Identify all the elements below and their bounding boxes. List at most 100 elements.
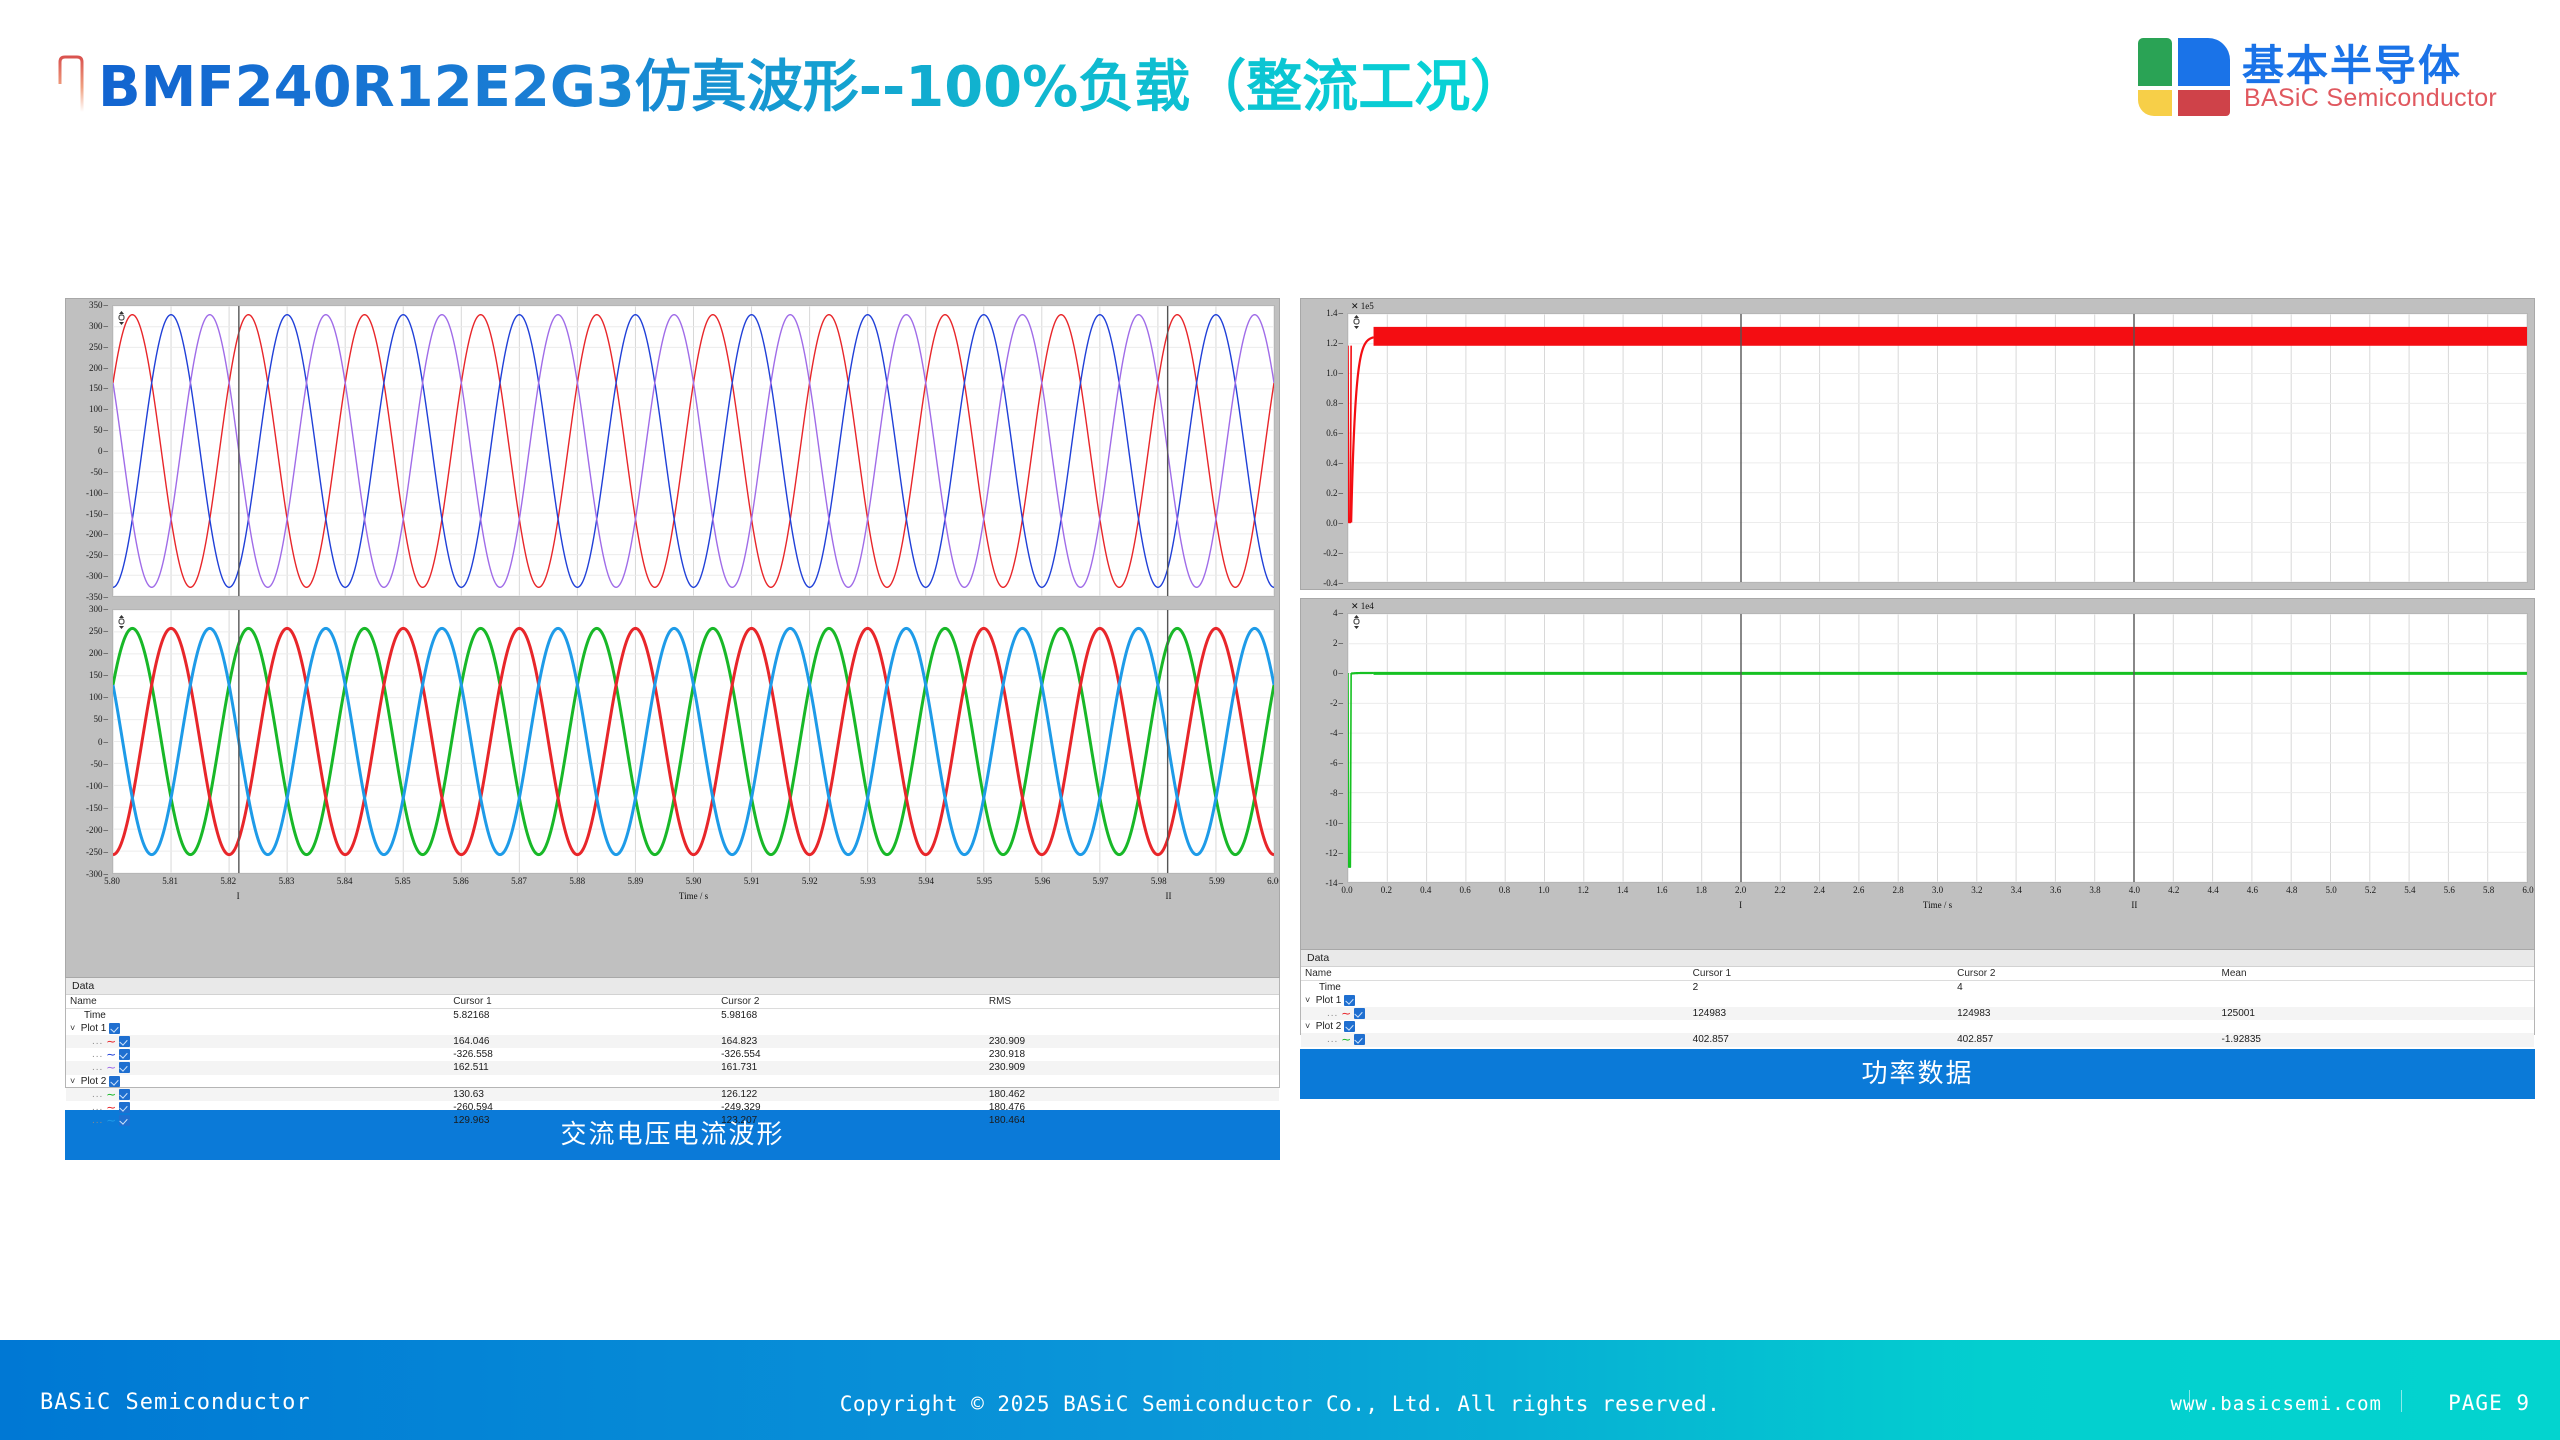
time-cursor2: 4 [1957, 982, 1963, 993]
chevron-down-icon[interactable]: ˅ [1305, 1021, 1311, 1032]
series-label[interactable]: ... ∼ [66, 1088, 449, 1101]
y-tick-label: -12 [1326, 848, 1344, 858]
column-header[interactable]: Cursor 2 [717, 995, 985, 1009]
left-data-table[interactable]: Name Cursor 1 Cursor 2 RMS Time 5.82168 5.9816… [66, 995, 1279, 1128]
chevron-down-icon[interactable]: ˅ [1305, 995, 1311, 1006]
x-tick-label: 1.2 [1577, 885, 1589, 895]
x-tick-label: 5.85 [394, 876, 411, 886]
right-data-pane[interactable]: Data Name Cursor 1 Cursor 2 Mean Time 2 4 ˅ Plo… [1300, 950, 2535, 1047]
group-checkbox[interactable] [1344, 995, 1356, 1006]
ac-current-cursor-handle-icon[interactable] [116, 615, 127, 629]
column-header[interactable]: RMS [984, 995, 1234, 1009]
table-row[interactable]: ... ∼ 162.511 161.731 230.909 [66, 1061, 1279, 1075]
y-tick-label: -300 [86, 571, 108, 581]
x-tick-label: 4.0 [2128, 885, 2140, 895]
reactive-power-scope-window[interactable]: ✕ 1e4 420-2-4-6-8-10-12-14 0.00.20.40.60… [1300, 598, 2535, 950]
y-tick-label: -14 [1326, 878, 1344, 888]
series-checkbox[interactable] [118, 1036, 130, 1048]
y-tick-label: 0.4 [1326, 458, 1343, 468]
series-checkbox[interactable] [1353, 1008, 1365, 1020]
chevron-down-icon[interactable]: ˅ [70, 1075, 76, 1086]
ac-voltage-cursor-handle-icon[interactable] [116, 311, 127, 325]
series-checkbox[interactable] [118, 1101, 130, 1113]
group-checkbox[interactable] [109, 1023, 121, 1034]
active-power-scale-label: ✕ 1e5 [1351, 301, 1374, 311]
company-logo: 基本半导体 BASiC Semiconductor [2138, 30, 2538, 122]
table-row[interactable]: ... ∼ 124983 124983 125001 [1301, 1007, 2534, 1021]
table-row[interactable]: ... ∼ 130.63 126.122 180.462 [66, 1087, 1279, 1101]
x-tick-label: 5.96 [1034, 876, 1051, 886]
table-row[interactable]: Time 5.82168 5.98168 [66, 1009, 1279, 1023]
x-tick-label: 1.4 [1616, 885, 1629, 895]
series-name-ellipsis: ... [1327, 1034, 1339, 1046]
table-row[interactable]: Time 2 4 [1301, 981, 2534, 995]
active-power-canvas[interactable] [1347, 313, 2528, 583]
series-label[interactable]: ... ∼ [66, 1048, 449, 1061]
series-label[interactable]: ... ∼ [66, 1101, 449, 1114]
series-label[interactable]: ... ∼ [1301, 1007, 1689, 1020]
x-tick-label: 4.6 [2246, 885, 2259, 895]
x-tick-label: 1.8 [1695, 885, 1707, 895]
group-label[interactable]: ˅ Plot 2 [66, 1075, 449, 1088]
x-axis-title: Time / s [678, 891, 709, 901]
series-label[interactable]: ... ∼ [66, 1061, 449, 1074]
column-header[interactable]: Cursor 1 [1688, 967, 1954, 981]
table-row[interactable]: ... ∼ 402.857 402.857 -1.92835 [1301, 1033, 2534, 1047]
table-group-row[interactable]: ˅ Plot 1 [66, 1022, 1279, 1035]
time-cursor1: 5.82168 [453, 1010, 490, 1021]
column-header[interactable]: Mean [2217, 967, 2489, 981]
series-checkbox[interactable] [118, 1114, 130, 1126]
series-waveform-icon: ∼ [106, 1047, 117, 1062]
ac-voltage-canvas[interactable] [112, 305, 1275, 597]
chevron-down-icon[interactable]: ˅ [70, 1023, 76, 1034]
group-checkbox[interactable] [109, 1075, 121, 1087]
left-data-pane[interactable]: Data Name Cursor 1 Cursor 2 RMS Time 5.82168 5… [65, 978, 1280, 1128]
series-value: 180.464 [988, 1115, 1026, 1127]
series-name-ellipsis: ... [92, 1101, 104, 1113]
series-label[interactable]: ... ∼ [66, 1035, 449, 1048]
x-tick-label: 5.83 [278, 876, 295, 886]
left-scope-window[interactable]: 350 300 250 200 150 100 50 0 -50 -100 -150 -200 -250… [65, 298, 1280, 978]
series-checkbox[interactable] [118, 1062, 130, 1074]
x-tick-label: 1.0 [1538, 885, 1550, 895]
logo-mark-icon [2138, 38, 2230, 116]
y-tick-label: 0 [98, 737, 108, 747]
y-tick-label: -300 [86, 869, 108, 879]
series-value: 230.909 [988, 1062, 1026, 1074]
table-row[interactable]: ... ∼ 164.046 164.823 230.909 [66, 1035, 1279, 1049]
group-checkbox[interactable] [1344, 1021, 1356, 1033]
y-tick-label: 200 [89, 648, 108, 658]
left-panel: 350 300 250 200 150 100 50 0 -50 -100 -150 -200 -250… [65, 298, 1280, 1160]
logo-english-name: BASiC Semiconductor [2244, 84, 2498, 112]
group-label[interactable]: ˅ Plot 1 [1301, 994, 1689, 1007]
reactive-power-cursor-handle-icon[interactable] [1351, 615, 1362, 629]
ac-current-plot[interactable]: 300 250 200 150 100 50 0 -50 -100 -150 -200 -250 -30… [66, 603, 1279, 941]
ac-current-canvas[interactable] [112, 609, 1275, 874]
series-name-ellipsis: ... [92, 1049, 104, 1061]
active-power-cursor-handle-icon[interactable] [1351, 315, 1362, 329]
series-label[interactable]: ... ∼ [66, 1114, 449, 1127]
group-label[interactable]: ˅ Plot 1 [66, 1022, 449, 1035]
table-group-row[interactable]: ˅ Plot 1 [1301, 994, 2534, 1007]
reactive-power-canvas[interactable] [1347, 613, 2528, 883]
group-label[interactable]: ˅ Plot 2 [1301, 1020, 1689, 1033]
column-header[interactable]: Cursor 1 [449, 995, 718, 1009]
table-group-row[interactable]: ˅ Plot 2 [66, 1075, 1279, 1088]
series-label[interactable]: ... ∼ [1301, 1033, 1689, 1046]
ac-voltage-plot[interactable]: 350 300 250 200 150 100 50 0 -50 -100 -150 -200 -250… [66, 299, 1279, 603]
column-header[interactable]: Name [66, 995, 450, 1009]
series-checkbox[interactable] [1353, 1034, 1365, 1046]
table-group-row[interactable]: ˅ Plot 2 [1301, 1020, 2534, 1033]
table-row[interactable]: ... ∼ -326.558 -326.554 230.918 [66, 1048, 1279, 1061]
footer-website[interactable]: www.basicsemi.com [2170, 1393, 2382, 1415]
table-row[interactable]: ... ∼ -260.594 -249.329 180.476 [66, 1101, 1279, 1114]
series-checkbox[interactable] [118, 1088, 130, 1100]
right-data-table[interactable]: Name Cursor 1 Cursor 2 Mean Time 2 4 ˅ Plot 1 .… [1301, 967, 2534, 1047]
x-axis-title: Time / s [1922, 900, 1953, 910]
column-header[interactable]: Name [1301, 967, 1689, 981]
time-label: Time [84, 1010, 106, 1021]
cursor-label: I [236, 891, 240, 901]
column-header[interactable]: Cursor 2 [1953, 967, 2218, 981]
active-power-scope-window[interactable]: ✕ 1e5 1.4 1.2 1.0 0.8 0.6 0.4 0.2 0.0 -0.2 -0.4 [1300, 298, 2535, 590]
series-checkbox[interactable] [118, 1049, 130, 1061]
